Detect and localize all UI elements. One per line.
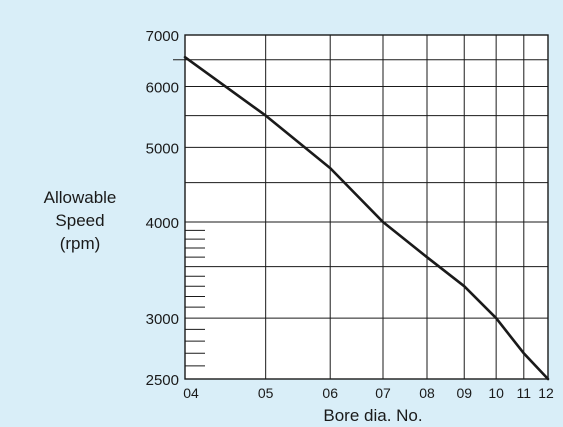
y-tick-label: 2500: [146, 372, 179, 389]
x-tick-label: 12: [538, 385, 554, 401]
grid: [185, 35, 548, 379]
x-tick-label: 07: [375, 385, 391, 401]
x-tick-label: 10: [488, 385, 504, 401]
y-tick-labels: 2500 3000 4000 5000 6000 7000: [146, 28, 179, 389]
y-axis-label-line-2: Speed: [55, 211, 104, 230]
x-tick-label: 09: [456, 385, 472, 401]
y-tick-label: 6000: [146, 80, 179, 97]
minor-ticks: [173, 59, 205, 367]
x-tick-label: 08: [419, 385, 435, 401]
x-tick-label: 06: [322, 385, 338, 401]
x-axis-label: Bore dia. No.: [323, 406, 422, 425]
y-tick-label: 3000: [146, 311, 179, 328]
y-tick-label: 4000: [146, 215, 179, 232]
x-tick-label: 05: [258, 385, 274, 401]
y-axis-label-line-3: (rpm): [60, 234, 101, 253]
y-tick-label: 7000: [146, 28, 179, 45]
x-tick-labels: 04 05 06 07 08 09 10 11 12: [183, 385, 554, 401]
y-tick-label: 5000: [146, 140, 179, 157]
y-axis-label-line-1: Allowable: [44, 188, 117, 207]
x-tick-label: 11: [517, 385, 532, 401]
x-tick-label: 04: [183, 385, 199, 401]
series-group: [183, 55, 550, 381]
plot-frame: [184, 34, 549, 380]
